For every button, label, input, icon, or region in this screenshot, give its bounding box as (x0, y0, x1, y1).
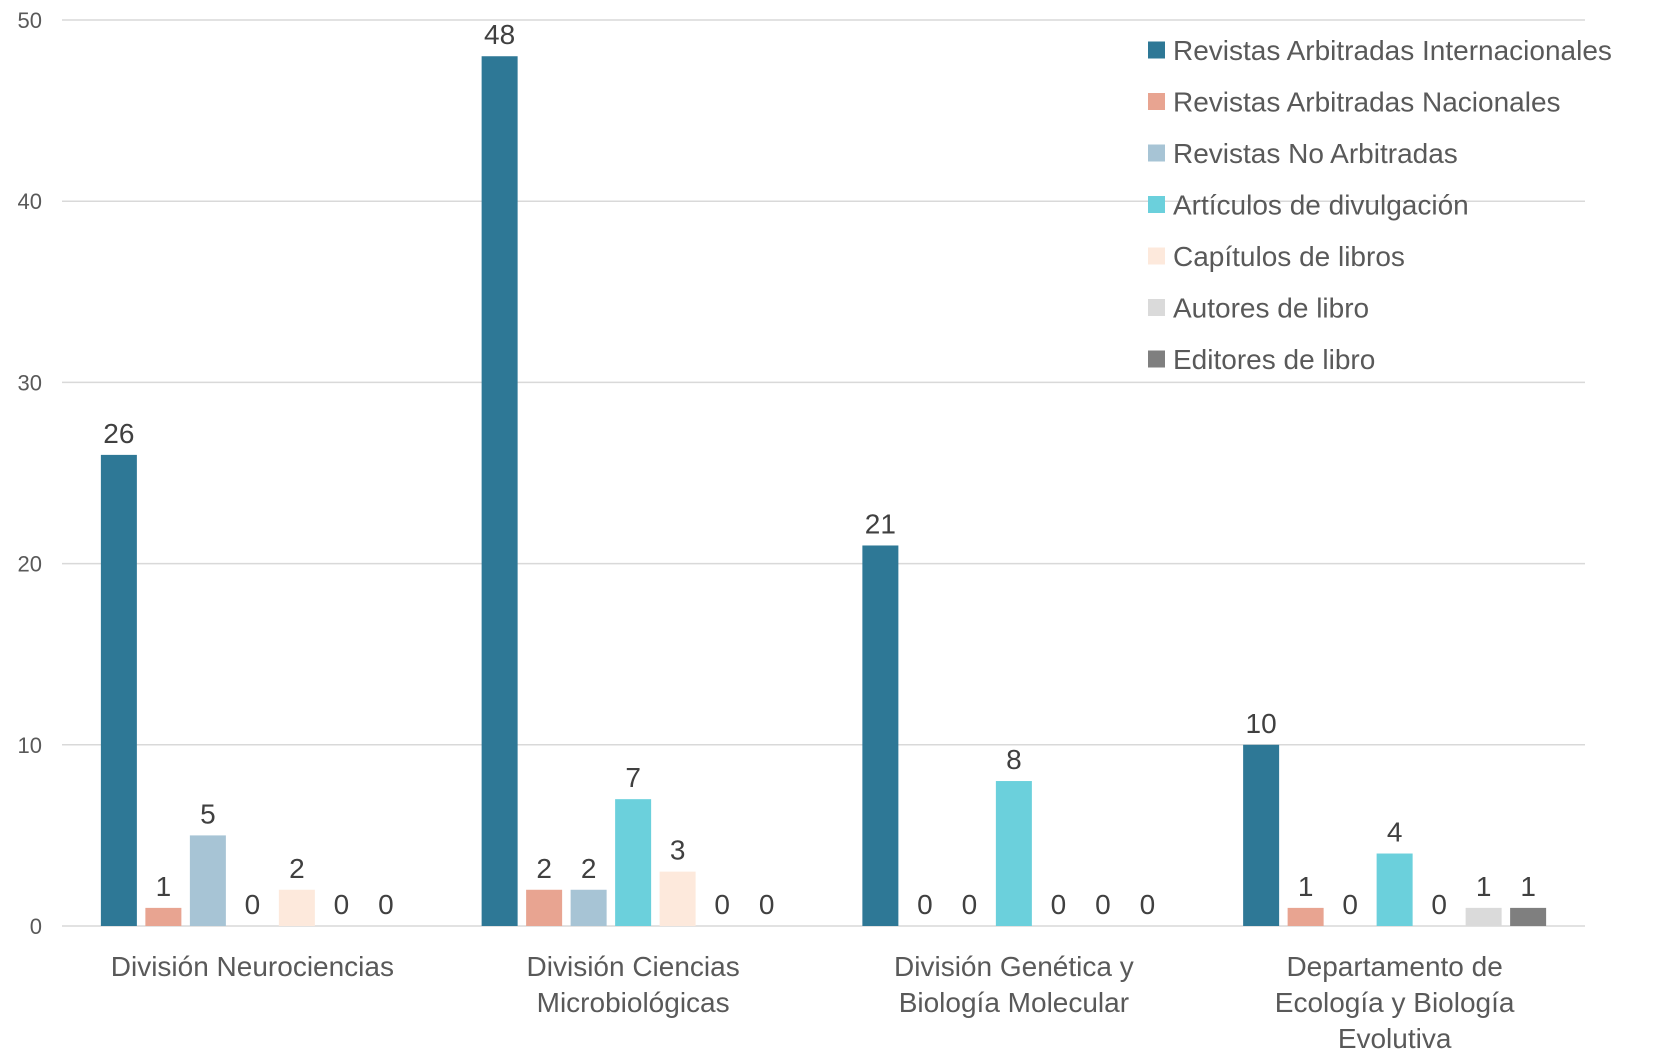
data-label: 0 (378, 889, 394, 920)
legend-label: Revistas Arbitradas Nacionales (1173, 87, 1561, 118)
data-label: 0 (1140, 889, 1156, 920)
legend-label: Revistas Arbitradas Internacionales (1173, 35, 1612, 66)
data-label: 5 (200, 798, 216, 829)
x-category-label: Microbiológicas (537, 987, 730, 1018)
legend-swatch (1148, 350, 1165, 368)
legend-label: Capítulos de libros (1173, 241, 1405, 272)
data-label: 10 (1246, 708, 1277, 739)
bar (189, 835, 226, 926)
x-category-label: Departamento de (1286, 951, 1502, 982)
data-label: 2 (536, 853, 552, 884)
y-tick-label: 10 (18, 733, 42, 758)
x-category-label: División Neurociencias (111, 951, 394, 982)
data-label: 8 (1006, 744, 1022, 775)
gridlines (62, 19, 1585, 927)
bars (100, 56, 1547, 927)
bar (995, 781, 1032, 926)
legend-swatch (1148, 41, 1165, 59)
y-tick-label: 0 (30, 914, 42, 939)
bar (278, 889, 315, 926)
bar (100, 454, 137, 926)
legend-swatch (1148, 144, 1165, 162)
data-label: 2 (581, 853, 597, 884)
bar (1287, 907, 1324, 926)
bar (481, 56, 518, 927)
data-label: 0 (1431, 889, 1447, 920)
data-label: 0 (917, 889, 933, 920)
bar (1243, 744, 1280, 926)
y-axis-ticks: 0 10 20 30 40 50 (18, 8, 42, 939)
legend-swatch (1148, 93, 1165, 110)
legend-label: Autores de libro (1173, 293, 1369, 324)
y-tick-label: 40 (18, 189, 42, 214)
y-tick-label: 50 (18, 8, 42, 33)
data-label: 2 (289, 853, 305, 884)
data-label: 1 (156, 871, 172, 902)
data-label: 0 (334, 889, 350, 920)
data-label: 1 (1520, 871, 1536, 902)
data-label: 0 (1342, 889, 1358, 920)
data-label: 0 (759, 889, 775, 920)
data-label: 0 (245, 889, 261, 920)
legend-label: Editores de libro (1173, 344, 1375, 375)
bar (145, 907, 182, 926)
data-label: 26 (103, 418, 134, 449)
legend-swatch (1148, 299, 1165, 316)
bar (1510, 907, 1547, 926)
bar (1376, 853, 1413, 926)
data-label: 0 (1051, 889, 1067, 920)
data-label: 48 (484, 19, 515, 50)
legend-swatch (1148, 196, 1165, 213)
data-label: 21 (865, 508, 896, 539)
x-category-label: División Genética y (894, 951, 1134, 982)
x-category-label: Evolutiva (1338, 1023, 1452, 1050)
y-tick-label: 30 (18, 370, 42, 395)
data-label: 1 (1298, 871, 1314, 902)
data-label: 3 (670, 835, 686, 866)
x-axis-categories: División Neurociencias División Ciencias M… (111, 951, 1515, 1050)
legend-swatch (1148, 247, 1165, 265)
x-category-label: Biología Molecular (899, 987, 1129, 1018)
data-label: 0 (962, 889, 978, 920)
y-tick-label: 20 (18, 552, 42, 577)
bar (615, 799, 652, 926)
data-label: 7 (625, 762, 641, 793)
data-label: 0 (1095, 889, 1111, 920)
legend: Revistas Arbitradas Internacionales Revis… (1148, 35, 1612, 375)
bar (659, 871, 696, 926)
x-category-label: División Ciencias (527, 951, 740, 982)
data-label: 4 (1387, 817, 1403, 848)
bar (862, 545, 899, 926)
data-label: 1 (1476, 871, 1492, 902)
x-category-label: Ecología y Biología (1275, 987, 1515, 1018)
bar (570, 889, 607, 926)
legend-label: Revistas No Arbitradas (1173, 138, 1458, 169)
data-label: 0 (714, 889, 730, 920)
bar (526, 889, 563, 926)
bar (1465, 907, 1502, 926)
legend-label: Artículos de divulgación (1173, 190, 1469, 221)
